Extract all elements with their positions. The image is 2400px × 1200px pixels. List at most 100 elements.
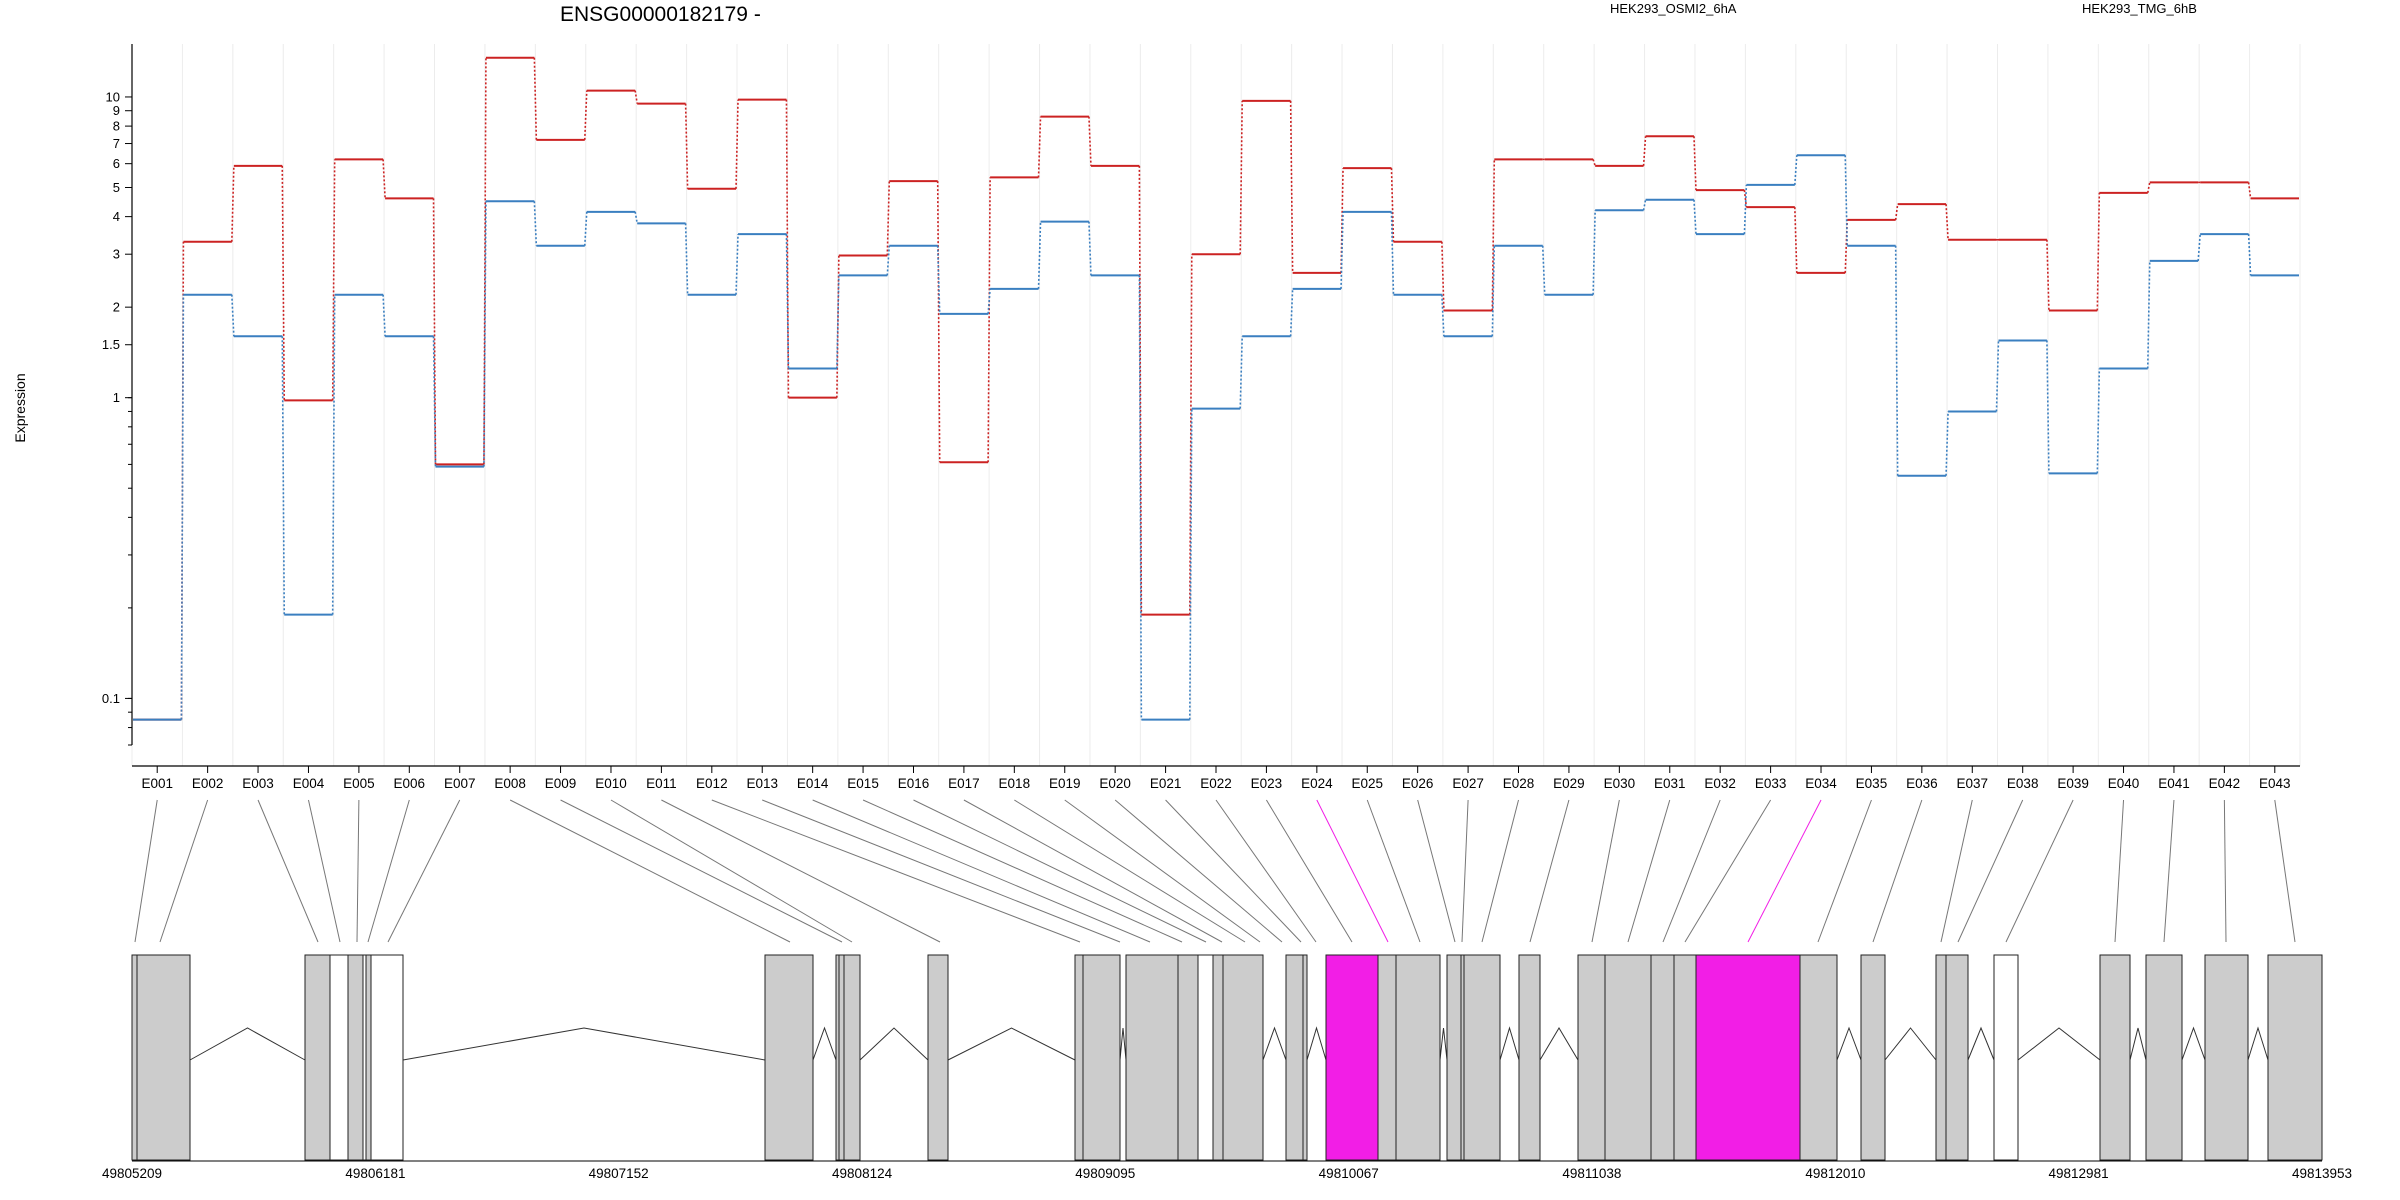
series-layer — [133, 56, 2299, 721]
connector-e022 — [1215, 799, 1317, 943]
connector-e014 — [812, 799, 1151, 943]
exon-block — [1945, 954, 1969, 1161]
y-tick-label: 3 — [113, 247, 120, 262]
exon-label-e010: E010 — [595, 776, 627, 791]
gene-model — [131, 954, 2323, 1161]
series-connector — [1945, 204, 1949, 240]
exon-label-e021: E021 — [1150, 776, 1182, 791]
connector-e038 — [1957, 799, 2024, 943]
series-connector — [382, 294, 386, 337]
series-connector — [1390, 168, 1395, 242]
exon-label-e018: E018 — [999, 776, 1031, 791]
y-tick-label: 10 — [106, 89, 120, 104]
y-tick-label: 9 — [113, 103, 120, 118]
coord-label: 49813953 — [2292, 1166, 2352, 1181]
exon-block — [1935, 954, 1947, 1161]
series-connector — [1642, 136, 1647, 166]
intron — [2129, 1027, 2147, 1061]
coord-label: 49810067 — [1319, 1166, 1379, 1181]
connector-e013 — [762, 799, 1121, 943]
legend-entry-series-b: HEK293_TMG_6hB — [2082, 1, 2197, 16]
series-connector — [886, 181, 891, 256]
exon-block — [1222, 954, 1264, 1161]
series-connector — [432, 198, 437, 465]
exon-connectors — [134, 799, 2296, 943]
exon-label-e030: E030 — [1604, 776, 1636, 791]
exon-label-e025: E025 — [1351, 776, 1383, 791]
highlighted-exon — [1325, 954, 1379, 1161]
series-connector — [1088, 221, 1092, 276]
exon-block — [1604, 954, 1652, 1161]
series-connector — [583, 211, 588, 246]
series-connector — [936, 181, 941, 463]
exon-block — [1074, 954, 1084, 1161]
exon-label-e008: E008 — [494, 776, 526, 791]
series-connector — [1592, 159, 1596, 167]
series-b — [133, 154, 2299, 721]
exon-label-e002: E002 — [192, 776, 224, 791]
connector-e037 — [1940, 799, 1973, 943]
exon-block — [131, 954, 138, 1161]
connector-e015 — [862, 799, 1183, 943]
exon-block — [304, 954, 331, 1161]
series-connector — [483, 201, 487, 467]
exon-label-e004: E004 — [293, 776, 325, 791]
exon-block — [1377, 954, 1397, 1161]
connector-e003 — [257, 799, 319, 943]
connector-e021 — [1165, 799, 1302, 943]
connector-e017 — [963, 799, 1223, 943]
coord-label: 49812981 — [2049, 1166, 2109, 1181]
exon-label-e015: E015 — [847, 776, 879, 791]
exon-block — [927, 954, 949, 1161]
exon-label-e035: E035 — [1856, 776, 1888, 791]
exon-label-e023: E023 — [1251, 776, 1283, 791]
series-connector — [735, 99, 739, 189]
connector-e016 — [913, 799, 1207, 943]
connector-e040 — [2114, 799, 2125, 943]
series-connector — [1794, 207, 1798, 273]
connector-e042 — [2223, 799, 2227, 943]
connector-e031 — [1627, 799, 1671, 943]
connector-e033 — [1684, 799, 1772, 943]
exon-label-e038: E038 — [2007, 776, 2039, 791]
series-connector — [1239, 336, 1244, 409]
connector-e039 — [2005, 799, 2074, 943]
connector-e041 — [2163, 799, 2175, 943]
exon-block — [1212, 954, 1224, 1161]
connector-e028 — [1481, 799, 1519, 943]
exon-label-e007: E007 — [444, 776, 476, 791]
exon-block — [1799, 954, 1838, 1161]
exon-label-e009: E009 — [545, 776, 577, 791]
series-connector — [1894, 204, 1899, 221]
series-connector — [1491, 245, 1496, 337]
y-tick-label: 8 — [113, 119, 120, 134]
series-connector — [1794, 155, 1798, 185]
exon-label-e014: E014 — [797, 776, 829, 791]
exon-block — [2204, 954, 2249, 1161]
exon-label-e017: E017 — [948, 776, 980, 791]
series-connector — [634, 211, 638, 224]
exon-label-e019: E019 — [1049, 776, 1081, 791]
y-tick-label: 1 — [113, 390, 120, 405]
connector-e025 — [1366, 799, 1421, 943]
connector-e010 — [610, 799, 853, 943]
exon-label-e013: E013 — [746, 776, 778, 791]
coord-label: 49809095 — [1075, 1166, 1135, 1181]
vertical-grid — [131, 44, 2301, 766]
intron — [1884, 1027, 1937, 1061]
series-connector — [1390, 211, 1395, 295]
y-tick-label: 4 — [113, 209, 120, 224]
connector-e004 — [307, 799, 341, 943]
series-connector — [180, 294, 185, 720]
intron — [1499, 1026, 1520, 1061]
chart-title: ENSG00000182179 - — [560, 3, 761, 26]
series-connector — [1491, 159, 1496, 311]
highlighted-exon — [1695, 954, 1801, 1161]
series-connector — [785, 234, 790, 369]
exon-block — [1993, 954, 2019, 1161]
exon-block — [365, 954, 372, 1161]
coord-label: 49806181 — [345, 1166, 405, 1181]
connector-e011 — [661, 799, 941, 943]
exon-block — [1860, 954, 1886, 1161]
exon-block — [1197, 954, 1214, 1161]
